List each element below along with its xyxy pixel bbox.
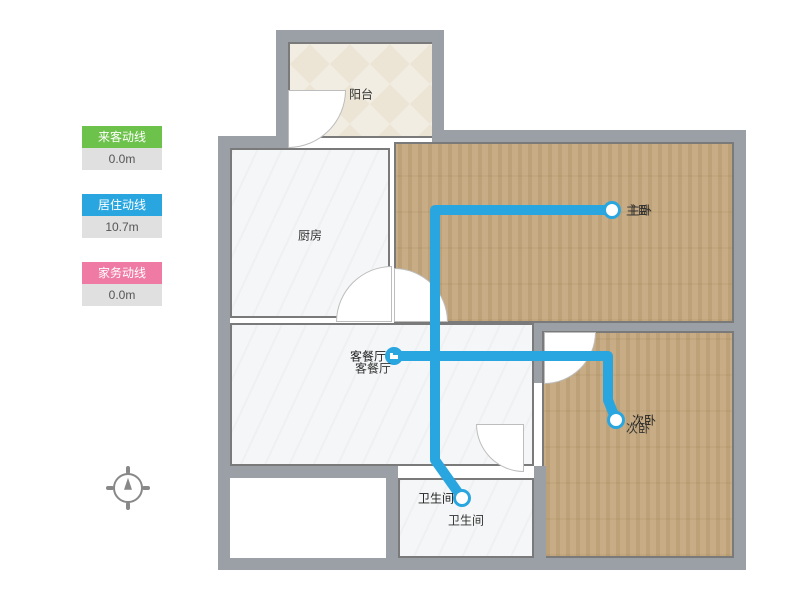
- wall-segment: [218, 558, 746, 570]
- room-master_br: [394, 142, 734, 323]
- compass-icon: [108, 468, 148, 508]
- wall-segment: [218, 466, 398, 478]
- legend-label-visitor: 来客动线: [82, 126, 162, 148]
- wall-segment: [432, 130, 746, 142]
- wall-segment: [534, 323, 746, 331]
- legend: 来客动线 0.0m 居住动线 10.7m 家务动线 0.0m: [82, 126, 162, 330]
- wall-segment: [734, 130, 746, 570]
- legend-label-resident: 居住动线: [82, 194, 162, 216]
- room-label-master_br: 主卧: [626, 202, 650, 219]
- room-label-second_br: 次卧: [626, 420, 650, 437]
- wall-segment: [534, 323, 542, 383]
- floorplan: 阳台厨房主卧客餐厅次卧卫生间客餐厅主卧次卧卫生间: [218, 30, 746, 570]
- wall-segment: [432, 30, 444, 142]
- room-label-bathroom: 卫生间: [448, 512, 484, 529]
- legend-value-visitor: 0.0m: [82, 148, 162, 170]
- legend-item-housework: 家务动线 0.0m: [82, 262, 162, 306]
- room-label-balcony: 阳台: [349, 86, 373, 103]
- legend-label-housework: 家务动线: [82, 262, 162, 284]
- wall-segment: [218, 136, 230, 570]
- path-node-label: 卫生间: [418, 490, 454, 507]
- wall-segment: [276, 30, 288, 148]
- wall-segment: [534, 466, 546, 570]
- legend-item-visitor: 来客动线 0.0m: [82, 126, 162, 170]
- wall-segment: [276, 30, 444, 42]
- room-label-living: 客餐厅: [355, 360, 391, 377]
- legend-item-resident: 居住动线 10.7m: [82, 194, 162, 238]
- legend-value-resident: 10.7m: [82, 216, 162, 238]
- legend-value-housework: 0.0m: [82, 284, 162, 306]
- door-arc: [288, 90, 346, 148]
- room-label-kitchen: 厨房: [298, 227, 322, 244]
- path-node: [603, 201, 621, 219]
- path-node: [607, 411, 625, 429]
- path-node: [453, 489, 471, 507]
- wall-segment: [386, 466, 398, 570]
